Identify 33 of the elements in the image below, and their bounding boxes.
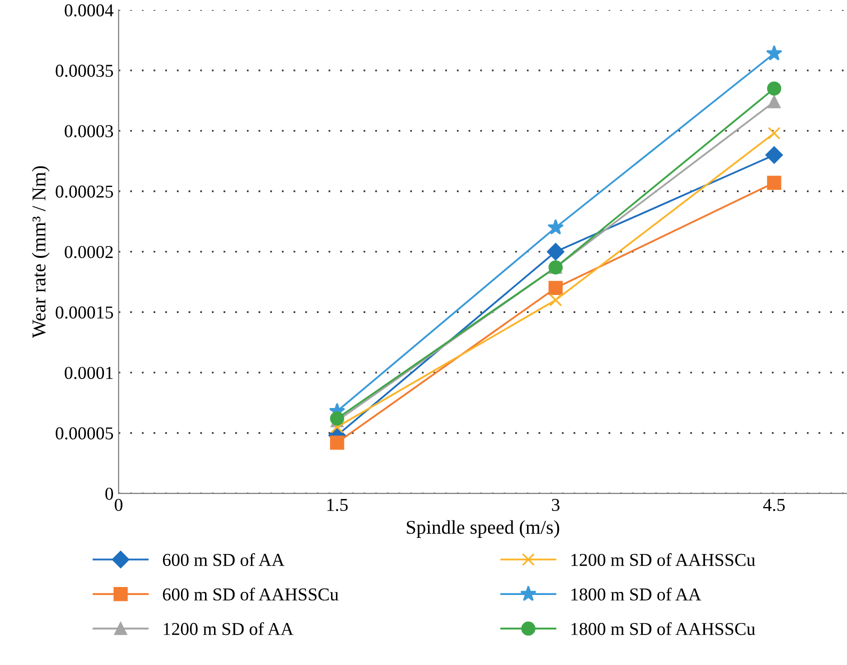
y-tick-label: 0.00015 — [56, 306, 114, 319]
point — [766, 45, 782, 60]
y-tick-label: 0.00035 — [56, 64, 114, 77]
y-tick-label: 0.0001 — [64, 366, 113, 380]
point — [548, 219, 564, 235]
point — [549, 294, 562, 306]
y-tick-label: 0.00025 — [56, 186, 114, 198]
point — [548, 280, 563, 296]
x-tick-label: 0 — [114, 498, 122, 511]
legend-label: 600 m SD of AA — [162, 553, 284, 566]
y-tick-label: 0.00005 — [56, 427, 114, 440]
point — [767, 81, 782, 96]
y-axis-title: Wear rate (mm³ / Nm) — [32, 166, 50, 338]
y-tick-label: 0.0002 — [64, 246, 113, 258]
point — [765, 146, 783, 164]
x-tick-label: 4.5 — [763, 498, 785, 512]
x-tick-label: 3 — [552, 498, 560, 511]
y-tick-label: 0.0004 — [64, 4, 114, 16]
legend-label: 600 m SD of AAHSSCu — [162, 588, 338, 601]
point — [546, 243, 564, 260]
legend-label: 1200 m SD of AAHSSCu — [571, 553, 756, 566]
point — [768, 95, 781, 108]
legend-label: 1800 m SD of AAHSSCu — [571, 622, 756, 636]
legend-label: 1200 m SD of AA — [164, 622, 294, 636]
y-tick-label: 0.0003 — [64, 125, 114, 138]
point — [768, 126, 781, 140]
x-axis-title: Spindle speed (m/s) — [406, 520, 560, 538]
legend-label: 1800 m SD of AA — [571, 588, 702, 601]
point — [767, 176, 782, 190]
x-tick-label: 1.5 — [327, 498, 348, 512]
point — [330, 436, 344, 450]
y-tick-label: 0 — [105, 488, 114, 500]
point — [330, 411, 344, 426]
